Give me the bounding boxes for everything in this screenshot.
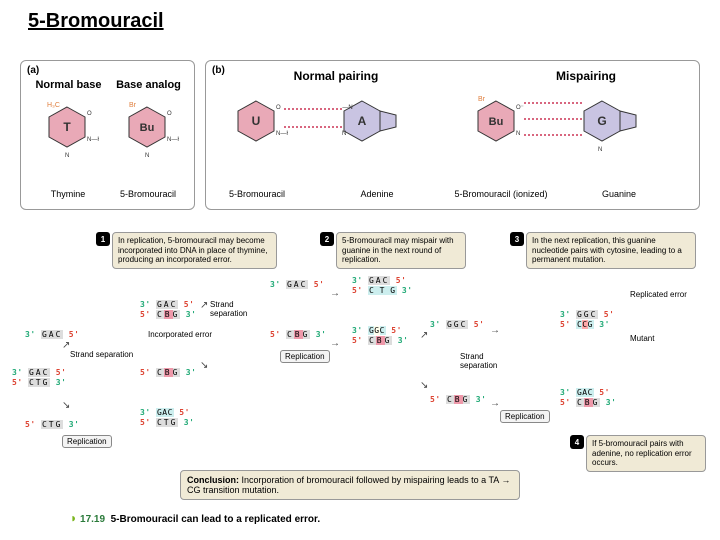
arrow-3b: → bbox=[330, 338, 340, 349]
caption-mark: ◗ bbox=[70, 511, 77, 525]
step-3-badge: 3 bbox=[510, 232, 524, 246]
bromouracil-label-a: 5-Bromouracil bbox=[113, 189, 183, 199]
step-1-badge: 1 bbox=[96, 232, 110, 246]
strand-c6-1b: 5' CCG 3' bbox=[560, 320, 610, 329]
svg-text:O: O bbox=[167, 111, 172, 117]
caption-text: 5-Bromouracil can lead to a replicated e… bbox=[111, 514, 321, 525]
incorp-err-label: Incorporated error bbox=[148, 330, 212, 339]
arrow-5c: → bbox=[490, 325, 500, 336]
strand-c6-1a: 3' GGC 5' bbox=[560, 310, 614, 319]
br-label-a: Br bbox=[129, 102, 137, 109]
step-2-text: 5-Bromouracil may mispair with guanine i… bbox=[336, 232, 466, 269]
strand-c4-1b: 5' C T G 3' bbox=[352, 286, 413, 295]
thymine-label: Thymine bbox=[33, 189, 103, 199]
strand-c2-cbg: 5' CBG 3' bbox=[140, 368, 196, 377]
bu-normal-molecule: U O N—H bbox=[236, 93, 288, 153]
arrow-2b: ↘ bbox=[200, 360, 208, 371]
page-title: 5-Bromouracil bbox=[28, 10, 164, 33]
svg-text:N—H: N—H bbox=[87, 137, 99, 143]
svg-text:N: N bbox=[516, 131, 520, 137]
strand-bot-ctg: 5' CTG 3' bbox=[25, 420, 79, 429]
caption-num: 17.19 bbox=[80, 514, 105, 525]
panel-a-label: (a) bbox=[27, 65, 39, 76]
strand-sep-3: Strand separation bbox=[460, 352, 510, 370]
arrow-5d: → bbox=[490, 398, 500, 409]
strand-ds-1: 3' GAC 5' bbox=[12, 368, 66, 377]
bromouracil-molecule-a: Bu Br O N—H N bbox=[127, 99, 179, 159]
step-4-text: If 5-bromouracil pairs with adenine, no … bbox=[586, 435, 706, 472]
bu-label-b1: 5-Bromouracil bbox=[222, 189, 292, 199]
strand-c2-3a: 3' GAC 5' bbox=[140, 408, 190, 417]
strand-c5-cbg: 5' CBG 3' bbox=[430, 395, 486, 404]
step-2-badge: 2 bbox=[320, 232, 334, 246]
strand-c2-3b: 5' CTG 3' bbox=[140, 418, 194, 427]
svg-text:N—H: N—H bbox=[167, 137, 179, 143]
strand-ds-2: 5' CTG 3' bbox=[12, 378, 66, 387]
svg-text:O: O bbox=[276, 105, 281, 111]
adenine-molecule: A H—N N bbox=[342, 93, 412, 153]
repl-err-label: Replicated error bbox=[630, 290, 687, 299]
strand-c6-2b: 5' CBG 3' bbox=[560, 398, 616, 407]
step-1-text: In replication, 5-bromouracil may become… bbox=[112, 232, 277, 269]
strand-c4-2a: 3' GGC 5' bbox=[352, 326, 402, 335]
base-analog-head: Base analog bbox=[111, 79, 186, 91]
arrow-5a: ↗ bbox=[420, 330, 428, 341]
normal-pairing-head: Normal pairing bbox=[266, 69, 406, 83]
arrow-1b: ↘ bbox=[62, 400, 70, 411]
strand-c2-1b: 5' CBG 3' bbox=[140, 310, 196, 319]
arrow-5b: ↘ bbox=[420, 380, 428, 391]
replication-btn-1: Replication bbox=[62, 435, 112, 448]
strand-c2-1a: 3' GAC 5' bbox=[140, 300, 194, 309]
strand-c3-cbg: 5' CBG 3' bbox=[270, 330, 326, 339]
thymine-letter: T bbox=[63, 120, 71, 134]
conclusion-box: Conclusion: Incorporation of bromouracil… bbox=[180, 470, 520, 500]
svg-text:N: N bbox=[342, 131, 346, 137]
strand-sep-1: Strand separation bbox=[70, 350, 133, 359]
mispairing-head: Mispairing bbox=[516, 69, 656, 83]
svg-text:A: A bbox=[358, 114, 367, 128]
strand-c3-gac: 3' GAC 5' bbox=[270, 280, 324, 289]
svg-text:Bu: Bu bbox=[489, 116, 504, 128]
step-3-text: In the next replication, this guanine nu… bbox=[526, 232, 696, 269]
guanine-label: Guanine bbox=[584, 189, 654, 199]
panel-b-label: (b) bbox=[212, 65, 225, 76]
strand-c4-1a: 3' GAC 5' bbox=[352, 276, 406, 285]
svg-text:U: U bbox=[252, 114, 261, 128]
svg-text:Br: Br bbox=[478, 96, 486, 103]
panel-a: (a) Normal base Base analog T H₃C O N—H … bbox=[20, 60, 195, 210]
figure-caption: ◗ 17.19 5-Bromouracil can lead to a repl… bbox=[70, 511, 320, 525]
svg-text:N: N bbox=[65, 153, 69, 159]
arrow-3a: → bbox=[330, 288, 340, 299]
thymine-molecule: T H₃C O N—H N bbox=[47, 99, 99, 159]
bu-ionized-label: 5-Bromouracil (ionized) bbox=[446, 189, 556, 199]
hbonds-mispair bbox=[524, 97, 584, 143]
hbonds-normal bbox=[284, 99, 344, 139]
step-4-badge: 4 bbox=[570, 435, 584, 449]
adenine-label: Adenine bbox=[342, 189, 412, 199]
strand-c4-2b: 5' CBG 3' bbox=[352, 336, 408, 345]
conclusion-head: Conclusion: bbox=[187, 475, 239, 485]
normal-base-head: Normal base bbox=[31, 79, 106, 91]
mutant-label: Mutant bbox=[630, 334, 654, 343]
arrow-1a: ↗ bbox=[62, 340, 70, 351]
svg-text:O⁻: O⁻ bbox=[516, 105, 524, 111]
svg-text:N: N bbox=[598, 147, 602, 153]
strand-c5-ggc: 3' GGC 5' bbox=[430, 320, 484, 329]
svg-text:N: N bbox=[145, 153, 149, 159]
strand-top-gac: 3' GAC 5' bbox=[25, 330, 79, 339]
arrow-2a: ↗ bbox=[200, 300, 208, 311]
replication-btn-3: Replication bbox=[500, 410, 550, 423]
svg-text:O: O bbox=[87, 111, 92, 117]
bu-ionized-molecule: Bu Br O⁻ N bbox=[476, 93, 528, 153]
guanine-molecule: G N N bbox=[582, 93, 652, 153]
bu-letter-a: Bu bbox=[140, 122, 155, 134]
strand-c6-2a: 3' GAC 5' bbox=[560, 388, 610, 397]
ch3-label: H₃C bbox=[47, 102, 60, 109]
replication-btn-2: Replication bbox=[280, 350, 330, 363]
svg-text:H—N: H—N bbox=[342, 105, 353, 111]
panel-b: (b) Normal pairing Mispairing U O N—H A … bbox=[205, 60, 700, 210]
strand-sep-2: Strand separation bbox=[210, 300, 260, 318]
svg-text:G: G bbox=[597, 114, 606, 128]
